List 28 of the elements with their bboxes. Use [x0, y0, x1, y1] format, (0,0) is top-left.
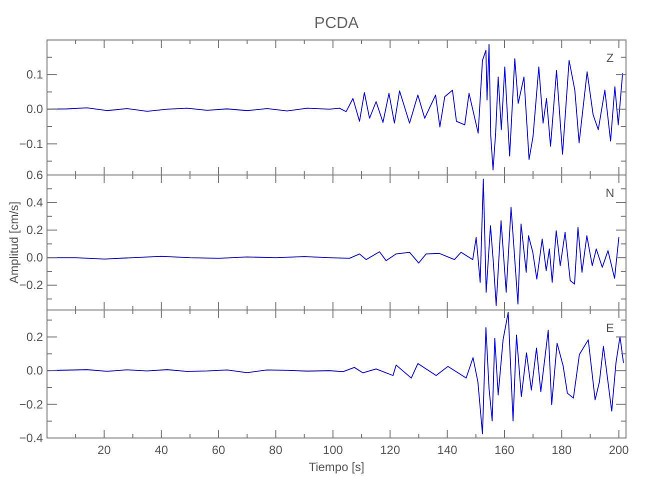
y-tick-label: 0.0	[26, 102, 44, 116]
y-tick-label: 0.0	[26, 364, 44, 378]
x-axis-title: Tiempo [s]	[308, 460, 364, 474]
chart-title: PCDA	[314, 15, 360, 32]
x-tick-label: 200	[608, 443, 630, 457]
x-tick-label: 120	[380, 443, 400, 457]
y-tick-label: −0.2	[19, 278, 44, 292]
x-tick-label: 140	[437, 443, 458, 457]
annotation: N	[606, 186, 614, 200]
y-tick-label: 0.6	[26, 168, 44, 182]
annotation: E	[606, 321, 614, 335]
x-tick-label: 100	[322, 443, 344, 457]
y-tick-label: −0.2	[19, 397, 44, 412]
y-tick-label: 0.0	[26, 250, 44, 265]
y-tick-label: 0.4	[26, 196, 44, 210]
y-tick-label: 0.2	[26, 223, 44, 238]
y-tick-label: −0.1	[19, 136, 44, 151]
y-tick-label: −0.4	[19, 431, 44, 445]
x-tick-label: 60	[212, 443, 226, 457]
y-axis-title: Amplitud [cm/s]	[7, 201, 21, 284]
annotation: Z	[606, 51, 614, 65]
x-tick-label: 80	[269, 443, 283, 457]
x-tick-label: 160	[494, 443, 515, 457]
y-tick-label: 0.2	[26, 330, 44, 344]
x-tick-label: 180	[552, 443, 572, 457]
x-tick-label: 20	[98, 443, 112, 457]
x-tick-label: 40	[154, 443, 168, 457]
y-tick-label: 0.1	[26, 68, 44, 82]
